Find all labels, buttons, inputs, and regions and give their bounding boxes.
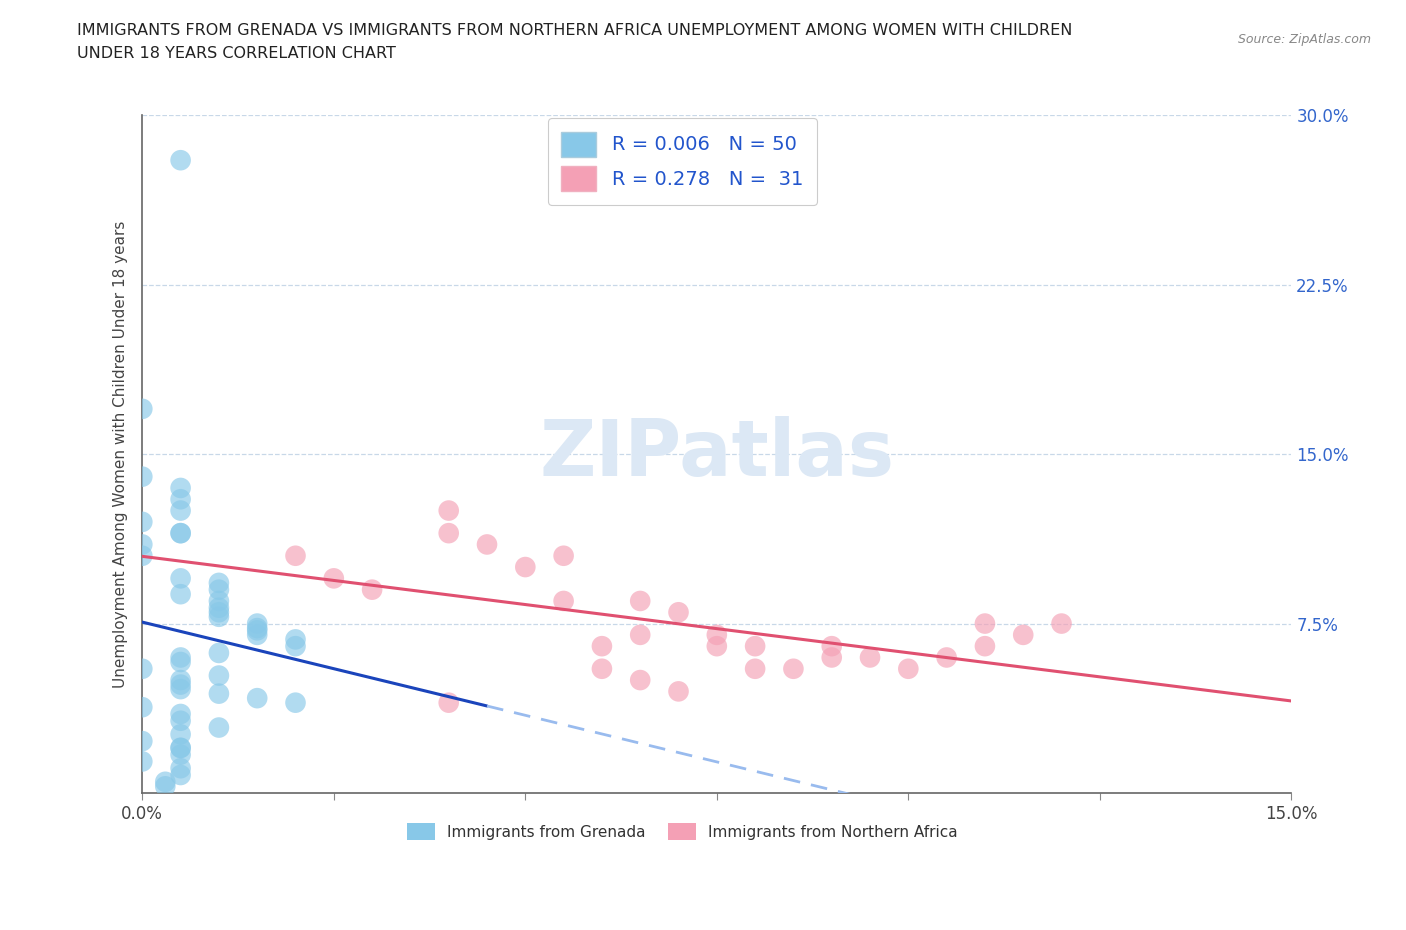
Point <box>361 582 384 597</box>
Point <box>782 661 804 676</box>
Y-axis label: Unemployment Among Women with Children Under 18 years: Unemployment Among Women with Children U… <box>114 220 128 687</box>
Point <box>706 628 728 643</box>
Point <box>131 734 153 749</box>
Point <box>169 672 191 687</box>
Point <box>169 153 191 167</box>
Text: IMMIGRANTS FROM GRENADA VS IMMIGRANTS FROM NORTHERN AFRICA UNEMPLOYMENT AMONG WO: IMMIGRANTS FROM GRENADA VS IMMIGRANTS FR… <box>77 23 1073 38</box>
Point <box>131 402 153 417</box>
Point <box>169 587 191 602</box>
Text: ZIPatlas: ZIPatlas <box>540 416 894 492</box>
Point <box>169 655 191 670</box>
Point <box>284 632 307 647</box>
Point <box>155 775 177 790</box>
Point <box>515 560 537 575</box>
Point <box>169 525 191 540</box>
Point <box>475 537 498 551</box>
Point <box>131 754 153 769</box>
Point <box>169 682 191 697</box>
Point <box>628 593 651 608</box>
Point <box>208 593 231 608</box>
Text: Source: ZipAtlas.com: Source: ZipAtlas.com <box>1237 33 1371 46</box>
Point <box>208 645 231 660</box>
Point <box>131 699 153 714</box>
Point <box>935 650 957 665</box>
Point <box>155 778 177 793</box>
Point <box>169 713 191 728</box>
Point <box>437 696 460 711</box>
Point <box>553 593 575 608</box>
Point <box>208 604 231 619</box>
Point <box>628 672 651 687</box>
Point <box>246 620 269 635</box>
Point <box>246 691 269 706</box>
Point <box>208 582 231 597</box>
Point <box>859 650 882 665</box>
Point <box>169 740 191 755</box>
Point <box>169 571 191 586</box>
Point <box>208 609 231 624</box>
Point <box>897 661 920 676</box>
Point <box>169 492 191 507</box>
Point <box>169 525 191 540</box>
Point <box>284 696 307 711</box>
Point <box>131 470 153 485</box>
Point <box>284 639 307 654</box>
Point <box>169 481 191 496</box>
Point <box>169 767 191 782</box>
Point <box>628 628 651 643</box>
Point <box>974 617 997 631</box>
Point <box>131 514 153 529</box>
Point <box>821 650 844 665</box>
Point <box>1050 617 1073 631</box>
Point <box>208 686 231 701</box>
Point <box>437 503 460 518</box>
Point <box>169 677 191 692</box>
Point <box>744 639 766 654</box>
Point <box>169 503 191 518</box>
Point <box>246 628 269 643</box>
Point <box>246 617 269 631</box>
Point <box>821 639 844 654</box>
Point <box>169 740 191 755</box>
Point <box>668 604 690 619</box>
Point <box>322 571 344 586</box>
Point <box>131 549 153 564</box>
Point <box>591 639 613 654</box>
Point <box>169 650 191 665</box>
Point <box>591 661 613 676</box>
Point <box>208 600 231 615</box>
Point <box>246 623 269 638</box>
Point <box>169 747 191 762</box>
Point <box>169 727 191 742</box>
Legend: Immigrants from Grenada, Immigrants from Northern Africa: Immigrants from Grenada, Immigrants from… <box>401 817 963 846</box>
Point <box>131 537 153 551</box>
Point <box>169 761 191 776</box>
Point <box>744 661 766 676</box>
Point <box>974 639 997 654</box>
Point <box>208 668 231 683</box>
Point <box>131 661 153 676</box>
Point <box>668 684 690 698</box>
Text: UNDER 18 YEARS CORRELATION CHART: UNDER 18 YEARS CORRELATION CHART <box>77 46 396 61</box>
Point <box>553 549 575 564</box>
Point <box>1012 628 1035 643</box>
Point <box>706 639 728 654</box>
Point <box>284 549 307 564</box>
Point <box>208 720 231 735</box>
Point <box>437 525 460 540</box>
Point <box>169 707 191 722</box>
Point <box>208 576 231 591</box>
